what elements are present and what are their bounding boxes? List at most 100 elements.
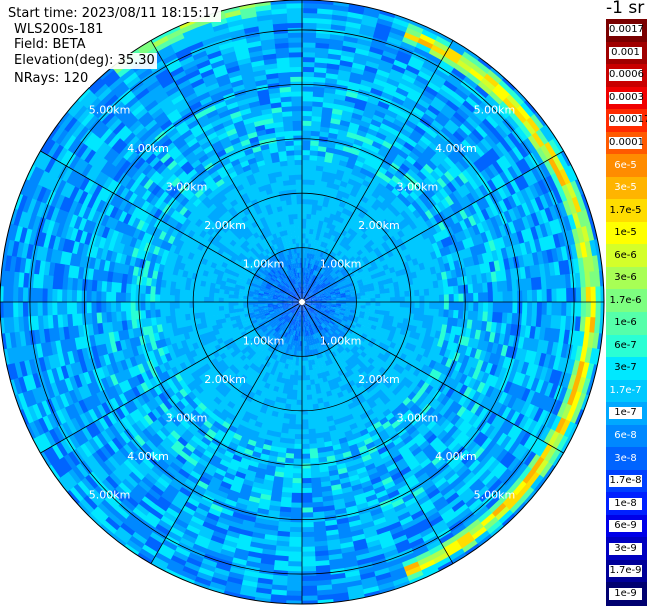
range-bin-cell	[477, 311, 484, 322]
range-bin-cell	[325, 72, 339, 80]
range-bin-cell	[311, 298, 317, 300]
range-bin-cell	[316, 160, 325, 167]
range-bin-cell	[298, 360, 302, 367]
range-bin-cell	[305, 304, 311, 309]
range-bin-cell	[322, 431, 331, 438]
range-bin-cell	[286, 575, 302, 582]
range-bin-cell	[522, 172, 535, 188]
range-bin-cell	[304, 277, 306, 283]
range-bin-cell	[418, 400, 428, 411]
range-bin-cell	[441, 208, 452, 220]
range-bin-cell	[331, 326, 337, 332]
range-bin-cell	[309, 228, 314, 235]
range-bin-cell	[309, 313, 314, 319]
range-bin-cell	[340, 277, 347, 283]
range-bin-cell	[427, 543, 445, 556]
range-bin-cell	[465, 150, 478, 164]
range-bin-cell	[475, 359, 485, 372]
range-bin-cell	[332, 259, 339, 266]
range-bin-cell	[494, 226, 503, 240]
range-bin-cell	[562, 215, 573, 233]
range-bin-cell	[369, 46, 385, 56]
range-bin-cell	[538, 327, 546, 342]
range-bin-cell	[421, 321, 429, 330]
range-bin-cell	[412, 546, 429, 558]
range-bin-cell	[323, 161, 333, 168]
range-bin-cell	[307, 325, 310, 332]
range-bin-cell	[507, 195, 518, 210]
range-bin-cell	[344, 311, 351, 315]
range-bin-cell	[317, 402, 325, 409]
range-bin-cell	[321, 263, 327, 270]
range-bin-cell	[548, 205, 559, 222]
range-bin-cell	[347, 336, 354, 343]
range-bin-cell	[396, 275, 404, 283]
range-bin-cell	[373, 397, 383, 406]
range-bin-cell	[442, 511, 458, 525]
range-bin-cell	[310, 334, 315, 341]
range-bin-cell	[308, 309, 313, 314]
range-bin-cell	[302, 56, 316, 63]
range-bin-cell	[536, 147, 549, 164]
range-bin-cell	[305, 295, 311, 300]
range-bin-cell	[324, 211, 332, 219]
range-bin-cell	[316, 22, 333, 30]
range-bin-cell	[472, 446, 485, 461]
range-bin-cell	[485, 373, 495, 387]
range-bin-cell	[443, 79, 459, 93]
range-bin-cell	[346, 131, 358, 140]
range-bin-cell	[383, 512, 398, 523]
range-bin-cell	[404, 267, 412, 275]
range-bin-cell	[359, 84, 373, 93]
range-bin-cell	[398, 312, 405, 319]
range-bin-cell	[326, 304, 332, 307]
range-bin-cell	[386, 36, 404, 47]
range-bin-cell	[550, 315, 557, 330]
range-bin-cell	[461, 169, 474, 182]
range-bin-cell	[358, 475, 371, 485]
range-bin-cell	[486, 69, 504, 85]
range-bin-cell	[398, 393, 408, 404]
range-bin-cell	[310, 354, 315, 361]
range-bin-cell	[324, 82, 338, 90]
range-bin-cell	[302, 154, 311, 161]
range-bin-cell	[314, 66, 328, 74]
range-bin-cell	[505, 345, 514, 359]
range-bin-cell	[520, 388, 531, 403]
range-bin-cell	[306, 345, 310, 352]
range-bin-cell	[456, 186, 468, 199]
range-bin-cell	[311, 302, 318, 304]
range-bin-cell	[486, 520, 503, 536]
range-bin-cell	[295, 419, 302, 425]
range-bin-cell	[579, 241, 588, 259]
range-bin-cell	[463, 217, 473, 229]
range-bin-cell	[315, 284, 321, 289]
range-bin-cell	[348, 152, 359, 161]
range-bin-cell	[413, 313, 420, 321]
range-bin-cell	[431, 138, 444, 150]
range-bin-cell	[321, 376, 328, 383]
range-bin-cell	[516, 230, 525, 245]
range-bin-cell	[392, 534, 408, 546]
range-bin-cell	[474, 59, 492, 75]
range-bin-cell	[319, 256, 325, 263]
range-bin-cell	[434, 115, 448, 128]
range-bin-cell	[524, 403, 536, 419]
range-bin-cell	[420, 268, 428, 278]
range-bin-cell	[449, 414, 461, 427]
range-bin-cell	[415, 410, 427, 421]
range-bin-cell	[391, 321, 399, 328]
range-bin-cell	[590, 286, 597, 304]
range-bin-cell	[457, 83, 473, 98]
range-bin-cell	[360, 302, 367, 306]
range-bin-cell	[579, 316, 587, 333]
range-bin-cell	[480, 272, 488, 284]
range-bin-cell	[464, 494, 480, 509]
range-bin-cell	[589, 317, 596, 334]
range-bin-cell	[497, 355, 506, 368]
range-bin-cell	[308, 238, 313, 244]
range-bin-cell	[530, 277, 538, 291]
range-bin-cell	[533, 351, 542, 367]
range-bin-cell	[480, 169, 492, 183]
range-bin-cell	[402, 397, 412, 407]
